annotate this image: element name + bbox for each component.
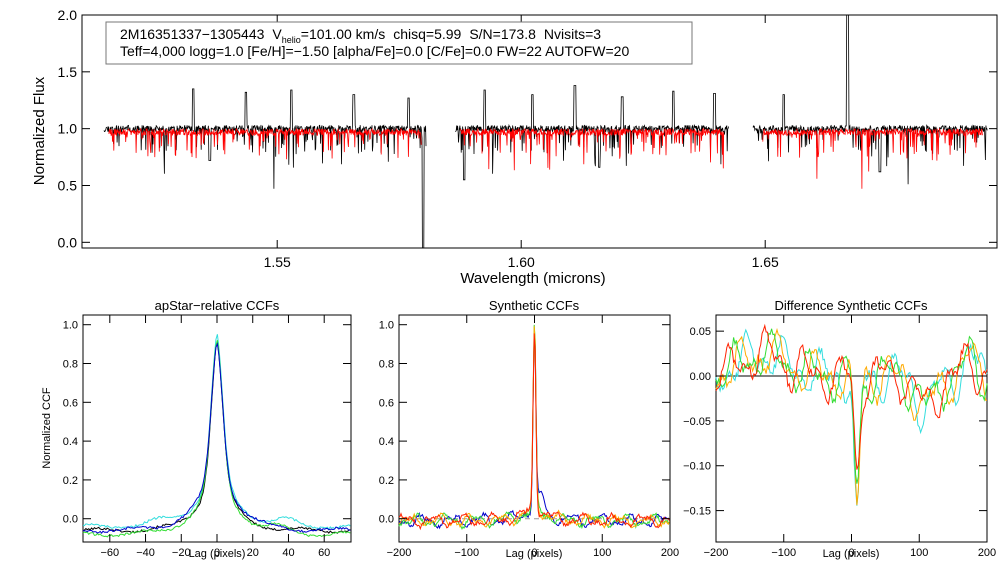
y-tick-label: 0.05 [690,326,711,338]
x-tick-label: 100 [910,547,928,559]
x-tick-label: 100 [593,547,611,559]
synthetic-ccf-title: Synthetic CCFs [489,298,580,313]
x-tick-label: 0 [848,547,854,559]
y-tick-label: 0.0 [379,514,394,526]
y-tick-label: 0.2 [63,475,78,487]
x-tick-label: −100 [771,547,796,559]
spectrum-lines [103,15,988,248]
synthetic-ccf-red [398,333,670,531]
x-tick-label: 40 [282,547,294,559]
y-tick-label: 0.4 [63,436,78,448]
difference-ccf-xlabel: Lag (pixels) [823,548,880,560]
spectrum-series-model [108,127,422,160]
y-tick-label: 1.0 [379,320,394,332]
apstar-ccf-xlabel: Lag (pixels) [189,548,246,560]
difference-ccf-red [715,323,988,470]
difference-ccf-ticks: −200 −100 0 100 200 0.05 0.00 −0.05 −0.10 −0.15 [683,315,996,559]
y-tick-label: 0.5 [58,177,78,193]
snr: S/N=173.8 [469,26,536,42]
y-tick-label: 0.6 [379,397,394,409]
y-tick-label: 2.0 [58,7,78,23]
annotation-box [105,21,693,65]
apstar-ccf-blue [82,341,351,535]
x-tick-label: 0 [214,547,220,559]
spectrum-series-observed [752,15,988,185]
spectrum-ylabel: Normalized Flux [31,76,48,185]
apstar-ccf-ticks: −60 −40 −20 0 20 40 60 0.0 0.2 0.4 0.6 0.8 1.0 [63,315,351,559]
difference-ccf-frame [715,314,988,543]
x-tick-label: 1.60 [508,254,535,270]
y-tick-label: 0.00 [690,371,711,383]
x-tick-label: 1.55 [264,254,291,270]
x-tick-label: 60 [318,547,330,559]
y-tick-label: −0.10 [683,461,711,473]
y-tick-label: 0.2 [379,475,394,487]
y-tick-label: −0.15 [683,506,711,518]
x-tick-label: −60 [100,547,119,559]
x-tick-label: 200 [978,547,996,559]
nvisits: Nvisits=3 [544,26,601,42]
y-tick-label: 0.0 [63,514,78,526]
y-tick-label: 1.0 [63,320,78,332]
x-tick-label: −40 [136,547,155,559]
y-tick-label: 0.8 [63,359,78,371]
y-tick-label: 0.8 [379,359,394,371]
x-tick-label: 1.65 [752,254,779,270]
x-tick-label: 200 [661,547,679,559]
object-id: 2M16351337−1305443 [120,26,265,42]
apstar-ccf-green [82,340,351,538]
annotation-line-1: 2M16351337−1305443 Vhelio=101.00 km/s chis… [120,26,601,45]
apstar-ccf-frame [82,314,352,543]
spectrum-panel: 1.55 1.60 1.65 0.0 0.5 1.0 1.5 2.0 2M16351337−1… [31,7,998,287]
chisq: chisq=5.99 [393,26,461,42]
synthetic-ccf-orange [398,326,670,529]
y-tick-label: 0.4 [379,436,394,448]
synthetic-ccf-xlabel: Lag (pixels) [506,548,563,560]
apstar-ccf-lines [82,334,351,538]
spectrum-ticks: 1.55 1.60 1.65 0.0 0.5 1.0 1.5 2.0 [58,7,997,270]
apstar-ccf-panel: apStar−relative CCFs Lag (pixels) Normal… [41,298,352,560]
x-tick-label: −200 [704,547,729,559]
difference-ccf-lines [715,323,988,506]
apstar-ccf-ylabel: Normalized CCF [41,387,53,469]
spectrum-series-model [459,127,725,171]
spectrum-xlabel: Wavelength (microns) [460,270,605,287]
synthetic-ccf-ticks: −200 −100 0 100 200 0.0 0.2 0.4 0.6 0.8 1.0 [379,315,679,559]
x-tick-label: −100 [454,547,479,559]
spectrum-frame [81,14,998,249]
y-tick-label: 0.0 [58,234,78,250]
v-value: =101.00 km/s [301,26,385,42]
synthetic-ccf-panel: Synthetic CCFs Lag (pixels) −200 −100 0 100… [379,298,679,560]
y-tick-label: 1.5 [58,64,78,80]
v-label: V [272,26,282,42]
difference-ccf-panel: Difference Synthetic CCFs Lag (pixels) −… [683,298,996,560]
synthetic-ccf-frame [398,314,671,543]
x-tick-label: −200 [387,547,412,559]
y-tick-label: 1.0 [58,121,78,137]
x-tick-label: −20 [172,547,191,559]
y-tick-label: 0.6 [63,397,78,409]
v-subscript: helio [282,35,301,45]
annotation-line-2: Teff=4,000 logg=1.0 [Fe/H]=−1.50 [alpha/… [120,43,629,59]
y-tick-label: −0.05 [683,416,711,428]
difference-ccf-cyan [715,328,988,506]
apstar-ccf-cyan [82,334,351,531]
x-tick-label: 20 [247,547,259,559]
spectrum-series-model [762,127,983,189]
apstar-ccf-title: apStar−relative CCFs [155,298,280,313]
difference-ccf-title: Difference Synthetic CCFs [775,298,928,313]
apstar-ccf-black [82,341,351,534]
x-tick-label: 0 [531,547,537,559]
spectrum-series-observed [103,88,427,248]
synthetic-ccf-lines [398,324,670,531]
difference-ccf-orange [715,327,987,506]
